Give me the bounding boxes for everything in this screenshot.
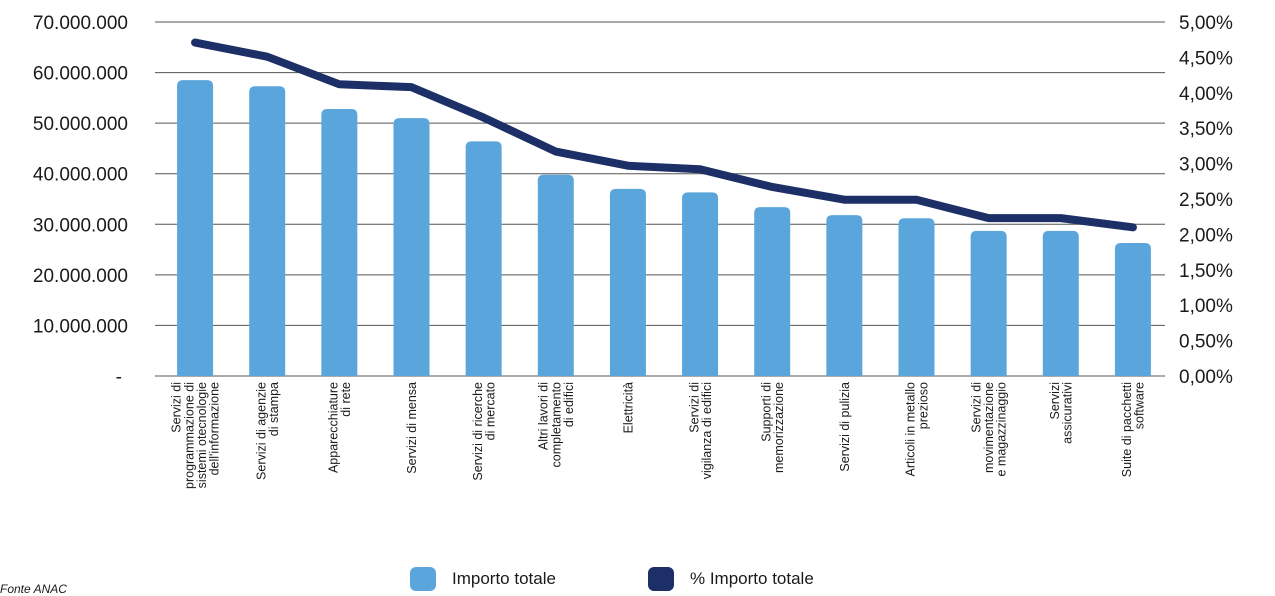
- x-tick-label-line: di rete: [339, 382, 353, 417]
- line-point: [987, 217, 990, 220]
- y-right-tick-label: 2,50%: [1179, 190, 1233, 211]
- legend-item-bar: Importo totale: [410, 567, 556, 591]
- bar: [898, 218, 935, 376]
- bar: [321, 108, 358, 377]
- x-tick-label: Altri lavori dicompletamentodi edifici: [537, 382, 576, 468]
- x-tick-label: Servizi di agenziedi stampa: [254, 382, 281, 480]
- bar: [177, 80, 214, 377]
- x-tick-label: Servizi di ricerchedi mercato: [471, 382, 498, 481]
- x-tick-label: Servizi di pulizia: [838, 382, 852, 472]
- line-point: [843, 198, 846, 201]
- line-point: [915, 198, 918, 201]
- x-tick-label-line: vigilanza di edifici: [700, 382, 714, 479]
- x-tick-label-line: di edifici: [562, 382, 576, 427]
- x-tick-label: Serviziassicurativi: [1048, 382, 1075, 444]
- x-tick-label: Servizi di mensa: [405, 382, 419, 474]
- y-left-tick-label: 10.000.000: [33, 316, 128, 337]
- line-point: [771, 185, 774, 188]
- y-right-tick-label: 0,50%: [1179, 332, 1233, 353]
- x-tick-label-line: Servizi di pulizia: [838, 382, 852, 472]
- line-point: [626, 164, 629, 167]
- legend-swatch-bar: [410, 567, 436, 591]
- bar: [826, 215, 863, 376]
- line-point: [266, 55, 269, 58]
- y-right-tick-label: 5,00%: [1179, 13, 1233, 34]
- x-tick-label: Servizi dimovimentazionee magazzinaggio: [970, 382, 1009, 477]
- bar: [754, 207, 791, 376]
- y-left-tick-label: 20.000.000: [33, 266, 128, 287]
- x-tick-label: Elettricità: [621, 382, 635, 433]
- legend-item-line: % Importo totale: [648, 567, 814, 591]
- x-tick-label-line: Articoli in metallo: [904, 382, 918, 477]
- y-right-tick-label: 4,00%: [1179, 84, 1233, 105]
- x-tick-label: Servizi diprogrammazione disistemi otecn…: [170, 382, 222, 489]
- line-point: [1059, 217, 1062, 220]
- x-tick-label-line: sistemi otecnologie: [195, 382, 209, 488]
- y-left-tick-label: 70.000.000: [33, 13, 128, 34]
- x-tick-label-line: prezioso: [916, 382, 930, 429]
- source-note: Fonte ANAC: [0, 582, 67, 596]
- line-series: [191, 38, 1137, 232]
- x-tick-label: Suite di pacchettisoftware: [1120, 382, 1147, 477]
- y-right-tick-label: 3,50%: [1179, 119, 1233, 140]
- bar: [609, 188, 646, 376]
- y-left-tick-label: -: [116, 367, 122, 388]
- line-point: [338, 83, 341, 86]
- x-tick-label-line: Elettricità: [621, 382, 635, 433]
- bar: [465, 141, 502, 376]
- x-tick-label-line: Servizi di ricerche: [471, 382, 485, 481]
- x-tick-label-line: Apparecchiature: [327, 382, 341, 473]
- x-tick-label-line: Supporti di: [759, 382, 773, 442]
- line-point: [194, 41, 197, 44]
- line-point: [410, 86, 413, 89]
- x-tick-label-line: di stampa: [267, 382, 281, 436]
- y-left-tick-label: 50.000.000: [33, 114, 128, 135]
- bar: [682, 192, 719, 376]
- x-tick-label-line: assicurativi: [1061, 382, 1075, 444]
- x-tick-label-line: Servizi di mensa: [405, 382, 419, 474]
- x-tick-label-line: Servizi di: [970, 382, 984, 433]
- x-tick-label-line: Servizi di: [687, 382, 701, 433]
- line-point: [554, 150, 557, 153]
- y-left-tick-label: 60.000.000: [33, 64, 128, 85]
- x-tick-label-line: Altri lavori di: [537, 382, 551, 450]
- x-tick-label: Articoli in metalloprezioso: [904, 382, 931, 477]
- line-point: [482, 116, 485, 119]
- y-right-tick-label: 1,00%: [1179, 296, 1233, 317]
- x-tick-label: Supporti dimemorizzazione: [759, 382, 786, 473]
- x-tick-label-line: programmazione di: [182, 382, 196, 489]
- x-tick-label-line: dell'informazione: [207, 382, 221, 475]
- x-tick-label-line: Servizi di: [170, 382, 184, 433]
- x-tick-label-line: e magazzinaggio: [995, 382, 1009, 477]
- line-point: [699, 168, 702, 171]
- bar: [970, 230, 1007, 376]
- y-right-tick-label: 2,00%: [1179, 225, 1233, 246]
- legend-label-line: % Importo totale: [690, 569, 814, 588]
- x-tick-label-line: memorizzazione: [772, 382, 786, 473]
- line-point: [1131, 226, 1134, 229]
- bar: [1114, 242, 1151, 376]
- y-left-tick-label: 30.000.000: [33, 215, 128, 236]
- x-tick-label-line: Servizi di agenzie: [254, 382, 268, 480]
- y-right-tick-label: 3,00%: [1179, 155, 1233, 176]
- y-left-tick-label: 40.000.000: [33, 165, 128, 186]
- x-tick-label: Apparecchiaturedi rete: [327, 382, 354, 473]
- bar: [249, 86, 286, 377]
- bar: [1042, 230, 1079, 376]
- x-tick-label-line: di mercato: [483, 382, 497, 440]
- bar: [537, 174, 574, 376]
- y-right-tick-label: 1,50%: [1179, 261, 1233, 282]
- x-tick-label-line: Servizi: [1048, 382, 1062, 420]
- legend-label-bar: Importo totale: [452, 569, 556, 588]
- y-right-tick-label: 0,00%: [1179, 367, 1233, 388]
- x-tick-label-line: software: [1133, 382, 1147, 429]
- y-right-tick-label: 4,50%: [1179, 48, 1233, 69]
- bar: [393, 118, 430, 376]
- x-tick-label-line: Suite di pacchetti: [1120, 382, 1134, 477]
- x-tick-label-line: completamento: [549, 382, 563, 468]
- x-tick-label: Servizi divigilanza di edifici: [687, 382, 714, 479]
- legend-swatch-line: [648, 567, 674, 591]
- x-tick-label-line: movimentazione: [982, 382, 996, 473]
